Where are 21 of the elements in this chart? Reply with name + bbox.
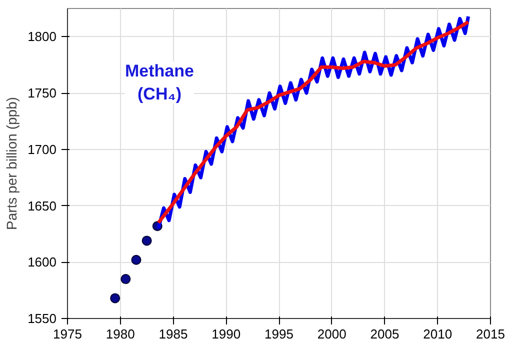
y-axis-title: Parts per billion (ppb) [4, 96, 20, 230]
y-tick-label: 1800 [28, 29, 56, 44]
y-tick-label: 1550 [28, 311, 56, 326]
annotation: Methane (CH₄) [125, 62, 194, 104]
point [110, 293, 120, 304]
x-tick-label: 1990 [212, 326, 241, 341]
point [120, 274, 131, 284]
y-tick-label: 1650 [28, 198, 56, 214]
y-tick-label: 1750 [28, 86, 56, 101]
y-tick-label: 1600 [28, 254, 56, 270]
x-tick-label: 2010 [423, 326, 452, 341]
x-tick-label: 1985 [158, 326, 188, 341]
x-tick-label: 1995 [264, 326, 294, 341]
x-tick-label: 2000 [317, 326, 346, 341]
y-tick-label: 1700 [28, 142, 56, 157]
x-tick-label: 1980 [106, 326, 135, 341]
point [142, 236, 152, 246]
point [131, 254, 142, 265]
x-tick-label: 1975 [53, 326, 82, 341]
x-tick-label: 2005 [370, 326, 400, 341]
x-tick-label: 2015 [476, 326, 505, 341]
